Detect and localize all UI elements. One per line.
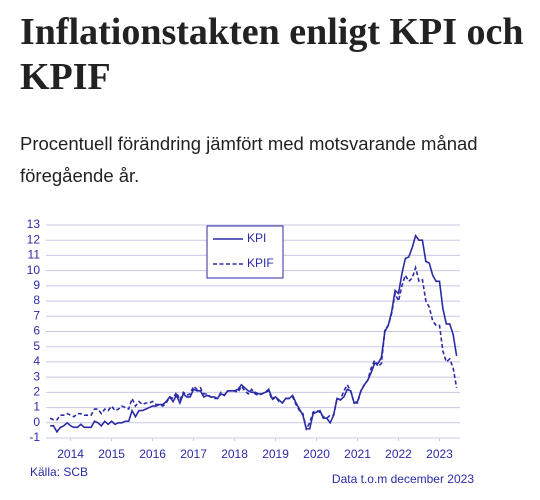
- x-tick-label: 2014: [57, 447, 84, 461]
- y-tick-label: 13: [27, 217, 41, 231]
- y-tick-label: 7: [33, 308, 40, 322]
- legend-label: KPIF: [247, 256, 274, 270]
- legend-box: [206, 225, 284, 279]
- series-line: [50, 233, 458, 434]
- x-tick-label: 2015: [98, 447, 125, 461]
- x-tick-label: 2021: [344, 447, 371, 461]
- chart-subtitle: Procentuell förändring jämfört med motsv…: [20, 133, 478, 186]
- y-tick-label: 2: [33, 385, 40, 399]
- x-tick-label: 2022: [385, 447, 412, 461]
- source: Källa: SCB: [30, 465, 88, 479]
- y-tick-label: 0: [33, 415, 40, 429]
- y-tick-label: 3: [33, 369, 40, 383]
- series-line: [49, 264, 458, 432]
- y-tick-label: -1: [29, 430, 40, 444]
- chart-title: Inflationstakten enligt KPI och KPIF: [20, 11, 524, 98]
- y-tick-label: 9: [33, 278, 40, 292]
- x-tick-label: 2019: [262, 447, 289, 461]
- x-tick-label: 2023: [426, 447, 453, 461]
- x-tick-label: 2017: [180, 447, 207, 461]
- y-tick-label: 5: [33, 339, 40, 353]
- y-tick-label: 12: [27, 232, 41, 246]
- x-tick-label: 2016: [139, 447, 166, 461]
- x-tick-label: 2020: [303, 447, 330, 461]
- y-tick-label: 10: [27, 263, 41, 277]
- legend-label: KPI: [247, 231, 266, 245]
- y-tick-label: 8: [33, 293, 40, 307]
- x-tick-label: 2018: [221, 447, 248, 461]
- y-tick-label: 6: [33, 324, 40, 338]
- note: Data t.o.m december 2023: [332, 472, 474, 486]
- y-tick-label: 4: [33, 354, 40, 368]
- y-tick-label: 11: [28, 248, 41, 262]
- y-tick-label: 1: [33, 400, 40, 414]
